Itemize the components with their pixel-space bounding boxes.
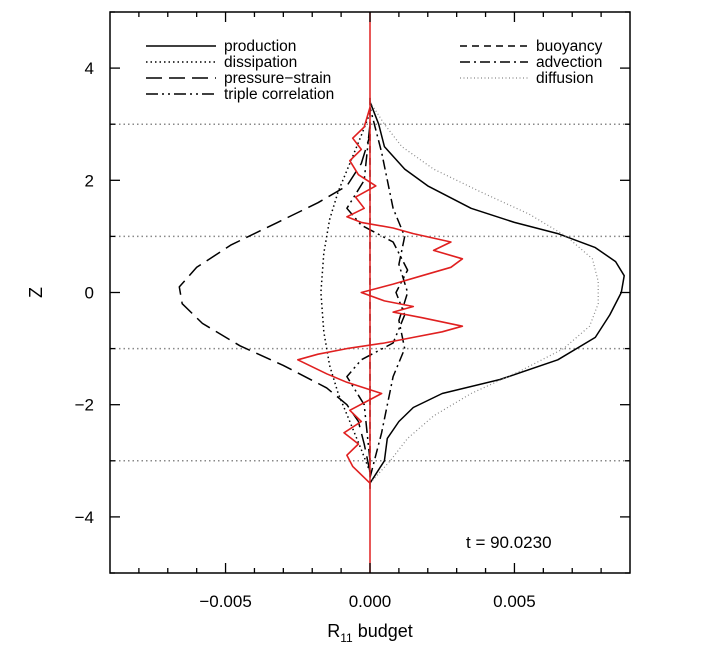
x-tick-label: 0.005	[493, 592, 536, 611]
y-tick-label: 2	[85, 171, 94, 190]
y-tick-label: −2	[75, 396, 94, 415]
reference-lines	[110, 123, 630, 462]
series-line-pressure-strain	[178, 135, 371, 473]
time-annotation: t = 90.0230	[466, 533, 552, 552]
series-line-triple-correlation	[346, 124, 409, 461]
axes: −0.005 0.000 0.005 −4 −2 0 2 4 Z R11 budget	[26, 11, 631, 645]
legend-label: production	[224, 38, 296, 55]
legend-label: dissipation	[224, 54, 297, 71]
legend-label: diffusion	[536, 70, 593, 87]
y-tick-label: 0	[85, 284, 94, 303]
x-axis-title: R11 budget	[327, 621, 413, 645]
series-line-dissipation	[320, 112, 371, 473]
y-tick-label: −4	[75, 508, 94, 527]
series-line-diffusion	[369, 101, 599, 484]
y-tick-label: 4	[85, 59, 94, 78]
y-axis-title: Z	[26, 287, 46, 298]
legend: productiondissipationpressure−straintrip…	[146, 38, 603, 103]
legend-label: buoyancy	[536, 38, 603, 55]
series-line-production	[369, 101, 625, 484]
legend-label: triple correlation	[224, 86, 334, 103]
series-line-highlight	[297, 107, 464, 484]
series-layer	[178, 12, 625, 573]
legend-label: pressure−strain	[224, 70, 331, 87]
x-tick-label: −0.005	[199, 592, 251, 611]
series-line-advection	[369, 107, 409, 478]
legend-label: advection	[536, 54, 602, 71]
x-tick-label: 0.000	[349, 592, 392, 611]
